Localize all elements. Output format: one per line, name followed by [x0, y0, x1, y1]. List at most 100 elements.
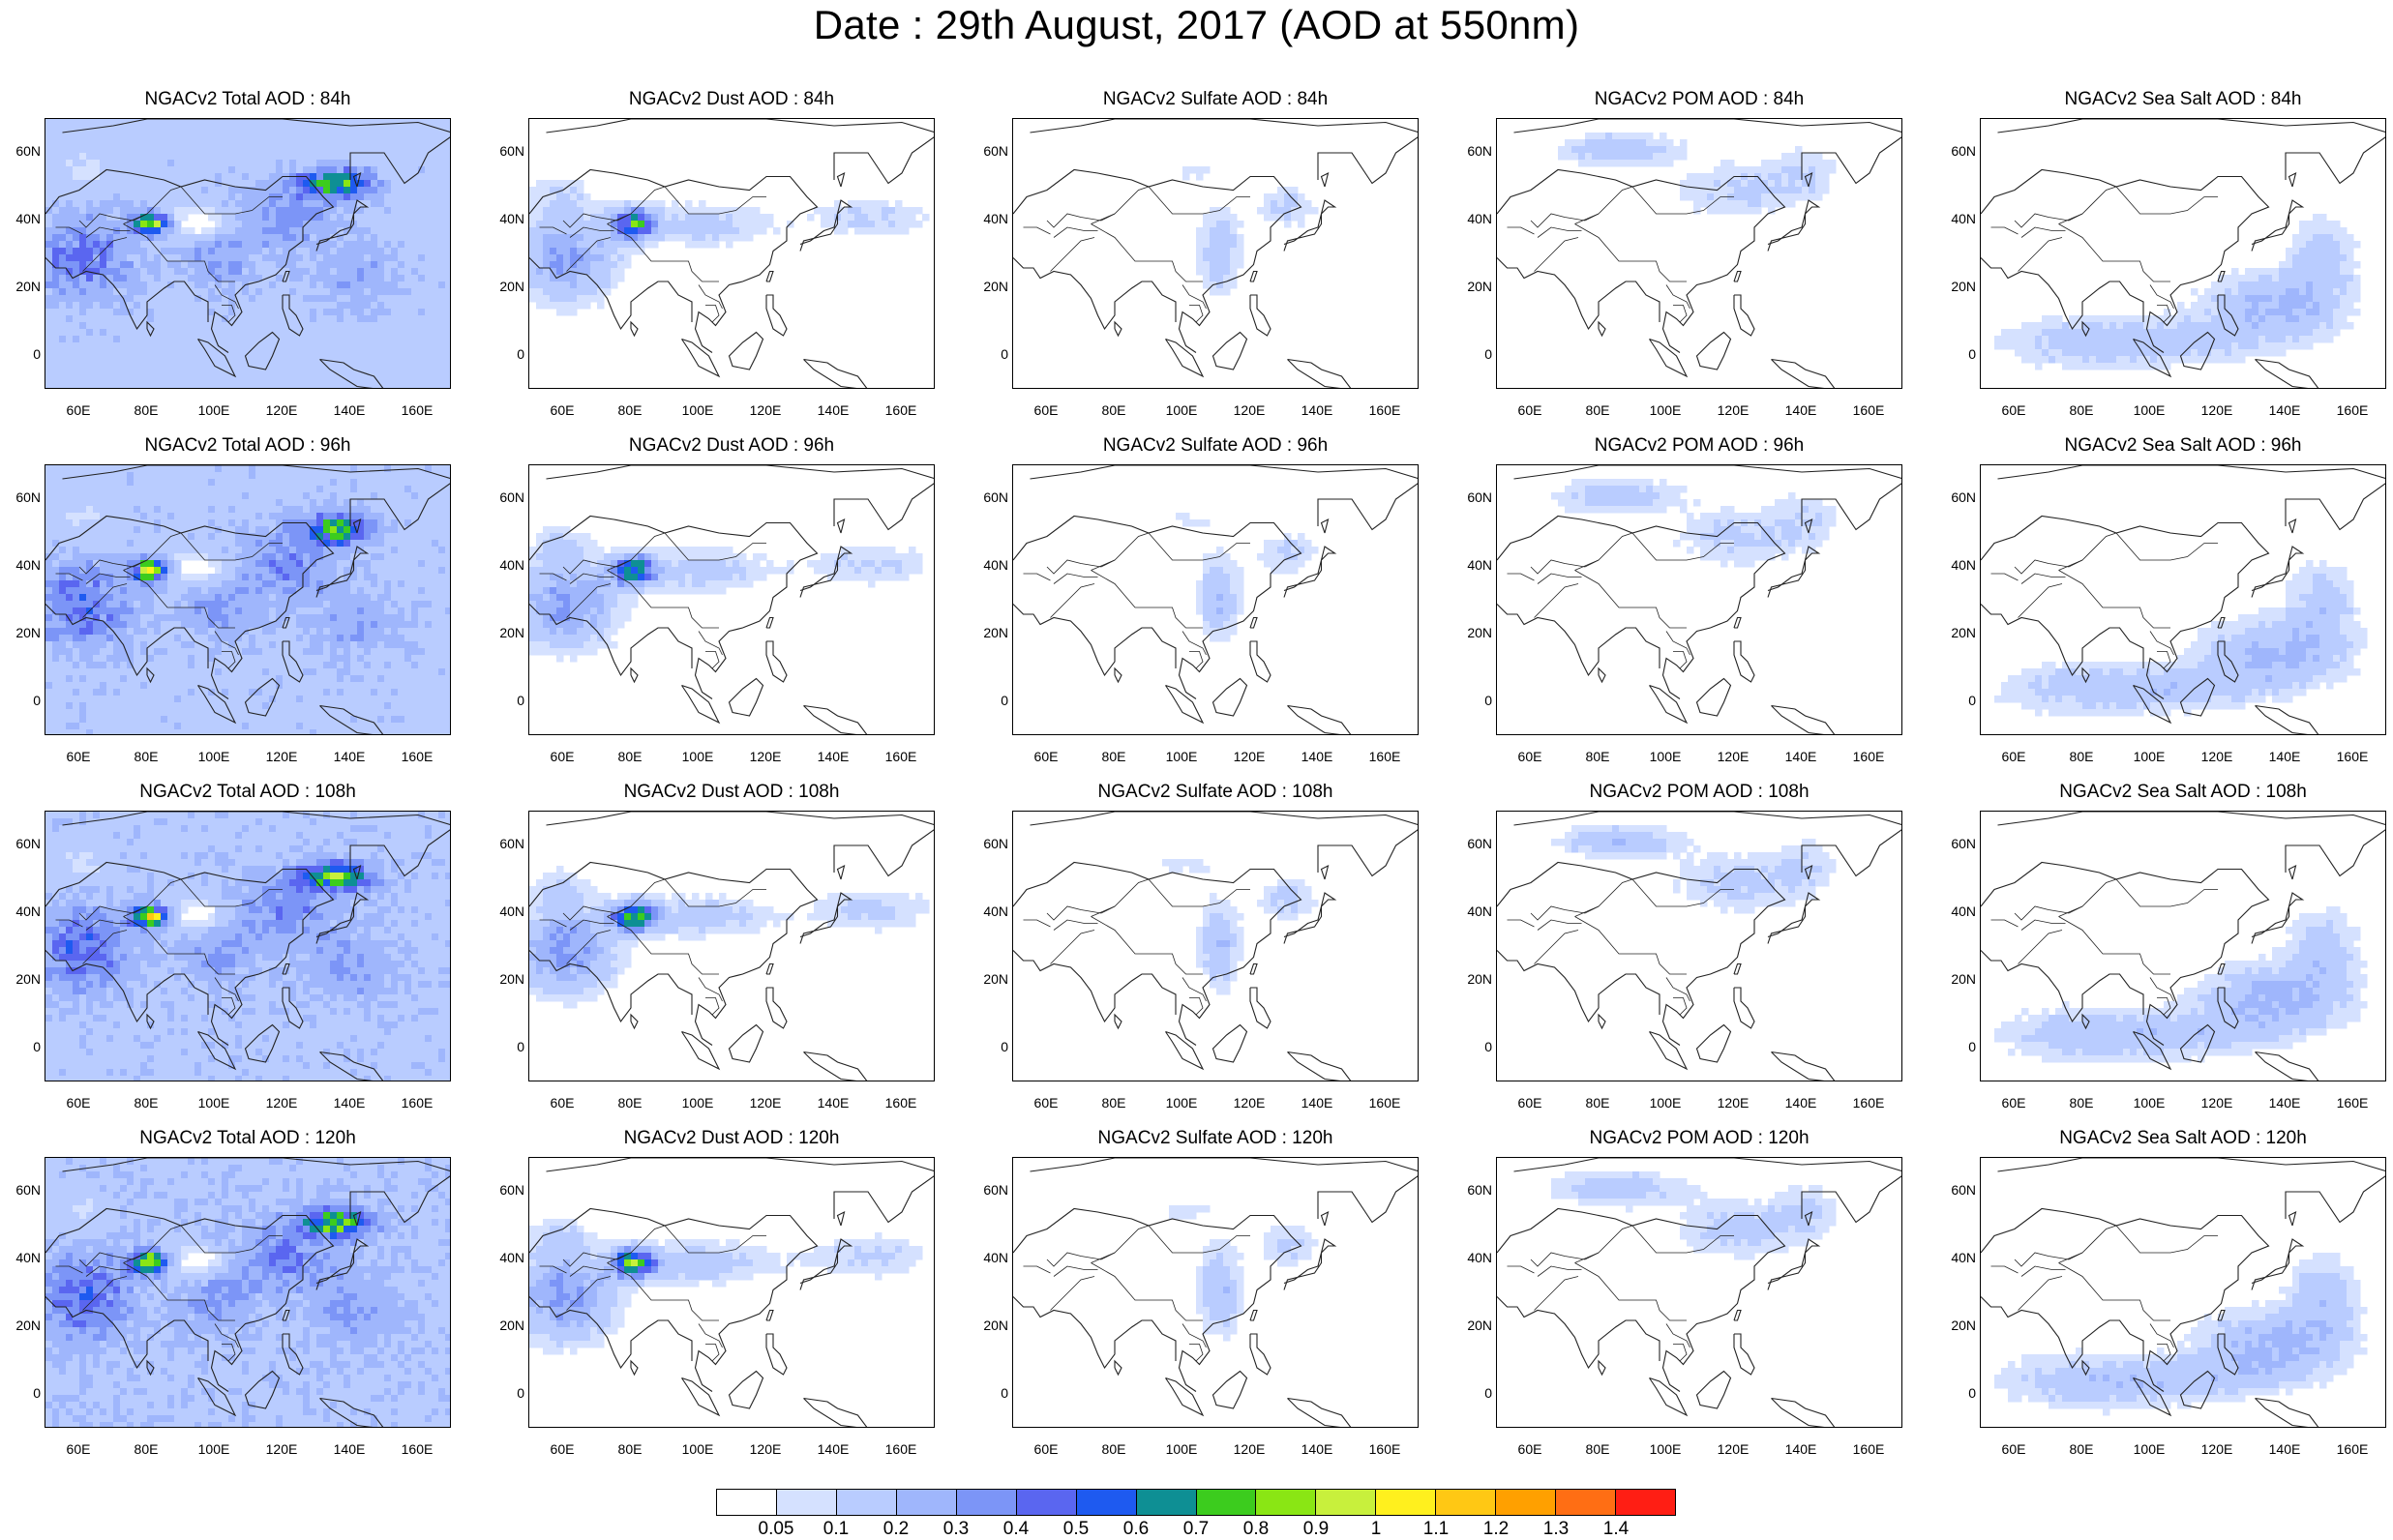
- map-panel-total: NGACv2 Total AOD : 120h 60N 40N 20N 0 60E 80E 1…: [2, 1128, 478, 1474]
- lon-tick-label: 120E: [2200, 402, 2233, 418]
- aod-field: [1013, 119, 1418, 388]
- aod-field: [529, 465, 934, 734]
- lat-tick-label: 60N: [1951, 1182, 1976, 1198]
- lon-tick-label: 60E: [1517, 749, 1542, 764]
- map-panel-total: NGACv2 Total AOD : 108h 60N 40N 20N 0 60E 80E 1…: [2, 782, 478, 1128]
- lon-tick-label: 60E: [2001, 1095, 2026, 1111]
- aod-field: [45, 119, 450, 388]
- lon-tick-label: 80E: [1585, 749, 1610, 764]
- lat-tick-label: 40N: [983, 903, 1008, 919]
- lon-tick-label: 80E: [1101, 749, 1126, 764]
- lon-tick-label: 80E: [2069, 402, 2094, 418]
- colorbar-swatch: [776, 1490, 837, 1515]
- lat-tick-label: 20N: [15, 1318, 41, 1333]
- lon-tick-label: 80E: [617, 1095, 643, 1111]
- lat-tick-label: 60N: [983, 143, 1008, 159]
- aod-map: [528, 118, 935, 389]
- lon-tick-label: 60E: [550, 749, 575, 764]
- aod-field: [1497, 119, 1901, 388]
- colorbar-label: 0.05: [758, 1519, 794, 1539]
- aod-map: [1496, 118, 1902, 389]
- lon-tick-label: 60E: [1517, 1095, 1542, 1111]
- lon-tick-label: 120E: [749, 1441, 782, 1457]
- aod-map: [1012, 1157, 1419, 1428]
- lon-tick-label: 100E: [681, 402, 714, 418]
- lon-tick-label: 120E: [749, 1095, 782, 1111]
- lon-tick-label: 160E: [2336, 1441, 2369, 1457]
- aod-map: [1012, 811, 1419, 1081]
- lon-tick-label: 160E: [401, 1095, 434, 1111]
- lat-tick-label: 60N: [1951, 836, 1976, 851]
- colorbar-swatch: [1196, 1490, 1257, 1515]
- lat-tick-label: 60N: [15, 143, 41, 159]
- lon-tick-label: 80E: [1585, 402, 1610, 418]
- lat-tick-label: 60N: [15, 836, 41, 851]
- lon-tick-label: 160E: [401, 1441, 434, 1457]
- lon-tick-label: 160E: [1368, 1441, 1401, 1457]
- lat-tick-label: 20N: [499, 625, 524, 640]
- lat-tick-label: 60N: [983, 1182, 1008, 1198]
- lon-tick-label: 60E: [550, 1441, 575, 1457]
- aod-field: [1981, 119, 2385, 388]
- map-panel-seasalt: NGACv2 Sea Salt AOD : 96h 60N 40N 20N 0 60E 80…: [1937, 435, 2393, 782]
- aod-map: [1980, 1157, 2386, 1428]
- lat-tick-label: 20N: [983, 279, 1008, 294]
- lat-tick-label: 0: [1968, 346, 1976, 362]
- colorbar-label: 1.2: [1482, 1519, 1510, 1539]
- lat-tick-label: 40N: [1467, 211, 1492, 226]
- lat-tick-label: 60N: [499, 836, 524, 851]
- lon-tick-label: 100E: [197, 749, 230, 764]
- lon-tick-label: 100E: [197, 402, 230, 418]
- panel-title: NGACv2 POM AOD : 84h: [1594, 89, 1805, 109]
- map-panel-pom: NGACv2 POM AOD : 108h 60N 40N 20N 0 60E 80E 100…: [1453, 782, 1929, 1128]
- lon-tick-label: 100E: [1649, 1441, 1682, 1457]
- figure-title: Date : 29th August, 2017 (AOD at 550nm): [813, 2, 1580, 47]
- lon-tick-label: 120E: [749, 749, 782, 764]
- lon-tick-label: 60E: [66, 1095, 91, 1111]
- lon-tick-label: 160E: [884, 402, 917, 418]
- colorbar-swatch: [1616, 1490, 1675, 1515]
- map-panel-seasalt: NGACv2 Sea Salt AOD : 84h 60N 40N 20N 0 60E 80…: [1937, 89, 2393, 435]
- lat-tick-label: 40N: [1467, 1250, 1492, 1265]
- lon-tick-label: 160E: [1368, 1095, 1401, 1111]
- lon-tick-label: 120E: [1233, 402, 1266, 418]
- lon-tick-label: 140E: [2268, 1441, 2301, 1457]
- aod-map: [528, 1157, 935, 1428]
- aod-map: [45, 464, 451, 735]
- lat-tick-label: 0: [1484, 346, 1492, 362]
- map-panel-dust: NGACv2 Dust AOD : 96h 60N 40N 20N 0 60E 80E 100…: [486, 435, 962, 782]
- lat-tick-label: 0: [1484, 1385, 1492, 1401]
- map-panel-total: NGACv2 Total AOD : 84h 60N 40N 20N 0 60E 80E 10…: [2, 89, 478, 435]
- lon-tick-label: 60E: [1033, 402, 1059, 418]
- lon-tick-label: 100E: [681, 1441, 714, 1457]
- lat-tick-label: 40N: [983, 211, 1008, 226]
- lat-tick-label: 40N: [1951, 557, 1976, 573]
- panel-title: NGACv2 POM AOD : 108h: [1589, 782, 1810, 802]
- lon-tick-label: 60E: [550, 402, 575, 418]
- lon-tick-label: 100E: [2133, 749, 2166, 764]
- lat-tick-label: 40N: [15, 1250, 41, 1265]
- lat-tick-label: 0: [1968, 1385, 1976, 1401]
- lon-tick-label: 120E: [265, 1095, 298, 1111]
- lon-tick-label: 80E: [2069, 749, 2094, 764]
- lon-tick-label: 160E: [1852, 749, 1885, 764]
- lat-tick-label: 20N: [1951, 279, 1976, 294]
- lon-tick-label: 160E: [884, 1441, 917, 1457]
- lon-tick-label: 140E: [817, 402, 850, 418]
- map-panel-sulfate: NGACv2 Sulfate AOD : 120h 60N 40N 20N 0 60E 80…: [970, 1128, 1446, 1474]
- aod-field: [45, 465, 450, 734]
- map-panel-seasalt: NGACv2 Sea Salt AOD : 120h 60N 40N 20N 0 60E 8…: [1937, 1128, 2393, 1474]
- lat-tick-label: 40N: [499, 211, 524, 226]
- lat-tick-label: 60N: [1467, 143, 1492, 159]
- lat-tick-label: 40N: [499, 557, 524, 573]
- lon-tick-label: 60E: [2001, 1441, 2026, 1457]
- lon-tick-label: 140E: [1301, 402, 1333, 418]
- lat-tick-label: 40N: [1951, 1250, 1976, 1265]
- map-panel-total: NGACv2 Total AOD : 96h 60N 40N 20N 0 60E 80E 10…: [2, 435, 478, 782]
- colorbar-labels: 0.05 0.1 0.2 0.3 0.4 0.5 0.6 0.7 0.8 0.9 1 1.1 1.2 1.…: [716, 1519, 1676, 1539]
- panel-title: NGACv2 Total AOD : 84h: [144, 89, 351, 109]
- panel-title: NGACv2 Dust AOD : 120h: [623, 1128, 840, 1148]
- lon-tick-label: 80E: [617, 402, 643, 418]
- colorbar-label: 1.4: [1602, 1519, 1630, 1539]
- panel-title: NGACv2 Sulfate AOD : 84h: [1102, 89, 1329, 109]
